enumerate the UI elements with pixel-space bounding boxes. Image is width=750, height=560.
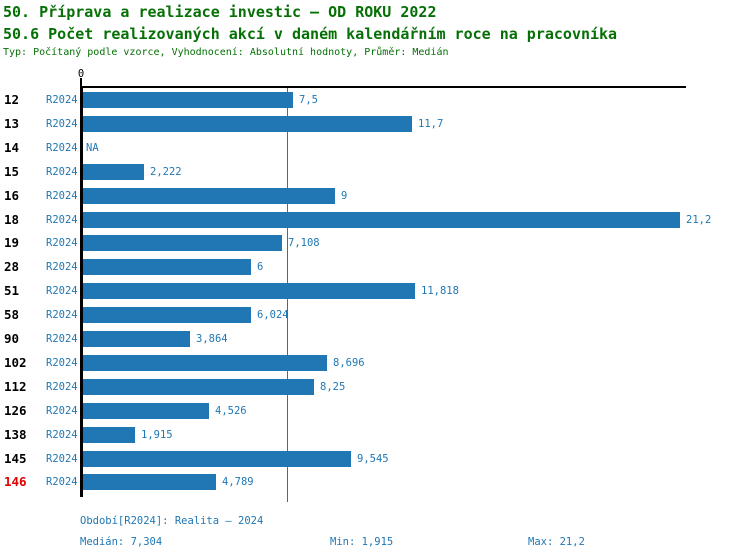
value-label: 8,25 [320,381,346,393]
value-label: 6 [257,261,264,273]
bar [81,235,282,251]
value-label: 4,789 [222,476,254,488]
chart-title: 50. Příprava a realizace investic – OD R… [3,3,437,21]
series-label: R2024 [46,453,78,465]
bar [81,283,415,299]
series-label: R2024 [46,333,78,345]
series-label: R2024 [46,261,78,273]
max-summary-label: Max: 21,2 [528,536,585,548]
bar [81,451,351,467]
series-label: R2024 [46,166,78,178]
series-label: R2024 [46,429,78,441]
bar [81,92,293,108]
category-label: 102 [4,355,27,370]
series-label: R2024 [46,94,78,106]
bar [81,212,680,228]
category-label: 18 [4,212,20,227]
value-label: 2,222 [150,166,182,178]
category-label: 13 [4,116,20,131]
value-label: 11,7 [418,118,444,130]
bar [81,164,144,180]
min-summary-label: Min: 1,915 [330,536,394,548]
median-summary-label: Medián: 7,304 [80,536,163,548]
series-label: R2024 [46,476,78,488]
value-label: 9,545 [357,453,389,465]
bar [81,116,412,132]
value-label: 3,864 [196,333,228,345]
bar [81,427,135,443]
series-label: R2024 [46,237,78,249]
bar [81,331,190,347]
bar [81,307,251,323]
y-axis-line [80,86,83,497]
bar [81,188,335,204]
category-label: 145 [4,451,27,466]
series-label: R2024 [46,214,78,226]
value-label: 21,2 [686,214,712,226]
period-label: Období[R2024]: Realita – 2024 [80,515,264,527]
category-label: 16 [4,188,20,203]
value-label: 6,024 [257,309,289,321]
category-label: 58 [4,307,20,322]
x-axis-zero-tick [80,78,82,87]
bar [81,474,216,490]
bar [81,379,314,395]
series-label: R2024 [46,357,78,369]
x-axis-line [80,86,686,88]
series-label: R2024 [46,405,78,417]
series-label: R2024 [46,142,78,154]
chart-meta-line: Typ: Počítaný podle vzorce, Vyhodnocení:… [3,47,449,58]
series-label: R2024 [46,309,78,321]
bar [81,403,209,419]
value-label: 11,818 [421,285,459,297]
category-label: 14 [4,140,20,155]
category-label: 112 [4,379,27,394]
bar [81,355,327,371]
category-label: 12 [4,92,20,107]
category-label: 126 [4,403,27,418]
value-label: 1,915 [141,429,173,441]
category-label: 19 [4,235,20,250]
bar [81,259,251,275]
series-label: R2024 [46,190,78,202]
category-label: 138 [4,427,27,442]
value-label: 8,696 [333,357,365,369]
value-label: 7,108 [288,237,320,249]
value-label: 4,526 [215,405,247,417]
category-label: 90 [4,331,20,346]
value-label: 9 [341,190,348,202]
series-label: R2024 [46,381,78,393]
series-label: R2024 [46,285,78,297]
category-label: 51 [4,283,20,298]
category-label: 28 [4,259,20,274]
x-axis-zero-label: 0 [77,68,85,80]
value-label: 7,5 [299,94,318,106]
series-label: R2024 [46,118,78,130]
value-label: NA [86,142,99,154]
category-label: 15 [4,164,20,179]
chart-subtitle: 50.6 Počet realizovaných akcí v daném ka… [3,25,618,43]
category-label: 146 [4,474,27,489]
